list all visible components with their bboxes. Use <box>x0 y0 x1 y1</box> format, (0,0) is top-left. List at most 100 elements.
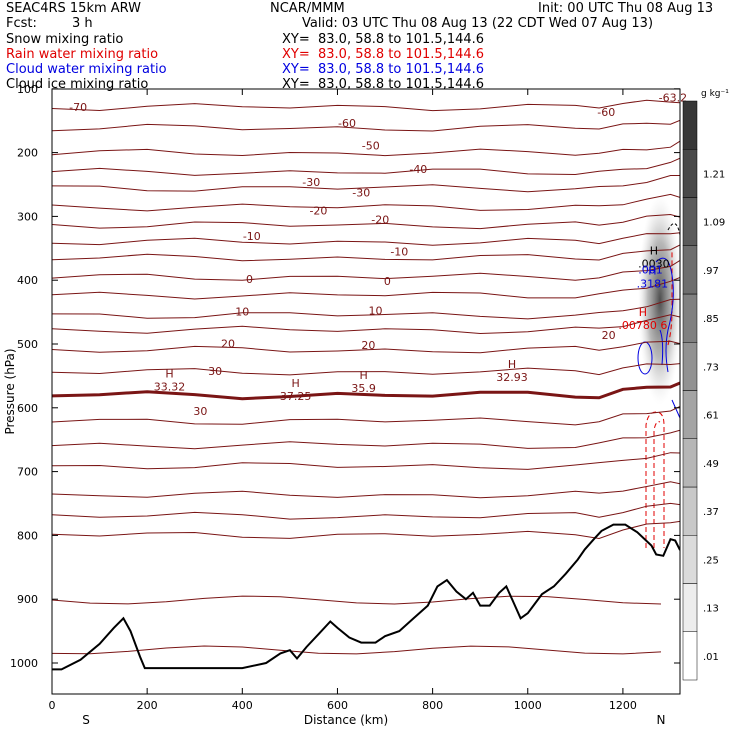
colorbar-segment <box>682 100 698 150</box>
extremum-value: .3181 <box>637 277 669 290</box>
y-tick-label: 400 <box>17 274 38 287</box>
extremum-value: 33.32 <box>154 380 186 393</box>
isotherm-line <box>52 157 680 176</box>
contour-label: -20 <box>371 214 389 227</box>
x-tick-label: 400 <box>232 699 253 712</box>
isotherm-line <box>52 502 680 520</box>
isotherm-line <box>52 193 680 212</box>
y-tick-label: 800 <box>17 529 38 542</box>
cloud-water-contours <box>637 257 680 419</box>
y-tick-label: 200 <box>17 147 38 160</box>
isotherm-line <box>52 277 680 300</box>
y-tick-label: 300 <box>17 210 38 223</box>
isotherm-line <box>52 481 680 499</box>
cloud-water-contour <box>671 399 680 419</box>
axes-layer: 0 200 400 600 800 1000 12001002003004005006007… <box>3 83 681 727</box>
isotherm-line <box>52 213 680 230</box>
extremum-marker: H <box>648 264 656 277</box>
colorbar-segment <box>682 583 698 632</box>
north-label: N <box>657 713 666 727</box>
field-name-rain: Rain water mixing ratio <box>6 47 159 62</box>
colorbar-tick-label: .73 <box>703 362 719 373</box>
x-tick-label: 0 <box>49 699 56 712</box>
y-tick-label: 100 <box>17 83 38 96</box>
colorbar-tick-label: .61 <box>703 411 719 422</box>
contour-label: 0 <box>384 275 391 288</box>
contour-label: -50 <box>362 139 380 152</box>
colorbar-tick-label: .85 <box>703 314 719 325</box>
rain-contour <box>645 411 665 548</box>
contour-label: 10 <box>235 306 249 319</box>
isotherm-line <box>52 244 680 262</box>
rain-contour <box>653 421 661 548</box>
extremum-marker: H <box>291 377 299 390</box>
contour-label: 20 <box>221 338 235 351</box>
x-tick-label: 200 <box>137 699 158 712</box>
x-axis-label: Distance (km) <box>304 713 388 727</box>
cloud-water-contour <box>655 257 674 373</box>
colorbar-segment <box>682 438 698 488</box>
colorbar-segment <box>682 245 698 295</box>
colorbar-tick-label: .37 <box>703 507 719 518</box>
cloud-water-label: .001 <box>638 263 663 276</box>
x-tick-label: 800 <box>422 699 443 712</box>
extremum-marker: H <box>508 358 516 371</box>
colorbar-segment <box>682 390 698 439</box>
south-label: S <box>82 713 90 727</box>
organization-label: NCAR/MMM <box>270 1 345 16</box>
forecast-label: Fcst: <box>6 16 37 31</box>
extremum-marker: H <box>650 245 658 258</box>
model-title: SEAC4RS 15km ARW <box>6 1 142 16</box>
colorbar-unit: g kg⁻¹ <box>701 89 729 99</box>
y-tick-label: 600 <box>17 402 38 415</box>
isotherm-line <box>52 119 680 132</box>
contour-label: -60 <box>338 117 356 130</box>
isotherm-line <box>52 140 680 157</box>
cloud-water-contour <box>659 329 664 366</box>
extremum-marker: H <box>639 306 647 319</box>
x-tick-label: 1000 <box>514 699 542 712</box>
colorbar-segment <box>682 293 698 343</box>
valid-time: Valid: 03 UTC Thu 08 Aug 13 (22 CDT Wed … <box>302 16 654 31</box>
isotherm-line <box>52 340 680 354</box>
isotherm-line <box>52 452 680 470</box>
x-tick-label: 1200 <box>609 699 637 712</box>
contour-label: -20 <box>309 205 327 218</box>
y-tick-label: 1000 <box>10 657 38 670</box>
isotherm-line <box>52 645 662 655</box>
isotherm-line <box>52 175 680 193</box>
y-axis-label: Pressure (hPa) <box>3 348 17 434</box>
extremum-value: .00780 6 <box>618 319 667 332</box>
field-xy-cloud-water: XY= 83.0, 58.8 to 101.5,144.6 <box>282 62 485 77</box>
extremum-marker: H <box>359 369 367 382</box>
colorbar-segment <box>682 197 698 246</box>
init-time: Init: 00 UTC Thu 08 Aug 13 <box>538 1 714 16</box>
field-xy-rain: XY= 83.0, 58.8 to 101.5,144.6 <box>282 47 485 62</box>
colorbar: .01 .13 .25 .37 .49 .61 .73 .85 .97 1.09 1.21 g kg⁻… <box>682 89 729 681</box>
contour-label: 20 <box>602 329 616 342</box>
colorbar-tick-label: .97 <box>703 266 719 277</box>
extremum-value: .0030 <box>638 258 670 271</box>
contour-label: -10 <box>243 230 261 243</box>
x-tick-label: 600 <box>327 699 348 712</box>
colorbar-segment <box>682 149 698 198</box>
isotherm-line <box>52 363 680 376</box>
contour-label: -30 <box>352 187 370 200</box>
contour-label: -30 <box>302 176 320 189</box>
isotherm-line <box>52 520 680 540</box>
colorbar-tick-label: .25 <box>703 555 719 566</box>
isotherm-line <box>52 232 680 246</box>
terrain-layer <box>52 523 680 671</box>
extremum-value: 37.25 <box>280 390 312 403</box>
colorbar-tick-label: .49 <box>703 459 719 470</box>
contour-label: 20 <box>361 339 375 352</box>
forecast-hours: 3 h <box>72 16 93 31</box>
terrain-line <box>52 523 680 671</box>
y-tick-label: 700 <box>17 466 38 479</box>
contour-label: 0 <box>246 273 253 286</box>
zero-isotherm <box>52 381 680 401</box>
colorbar-tick-label: .01 <box>703 652 719 663</box>
extremum-value: 35.9 <box>351 382 376 395</box>
hydrometeor-layer <box>637 195 680 548</box>
